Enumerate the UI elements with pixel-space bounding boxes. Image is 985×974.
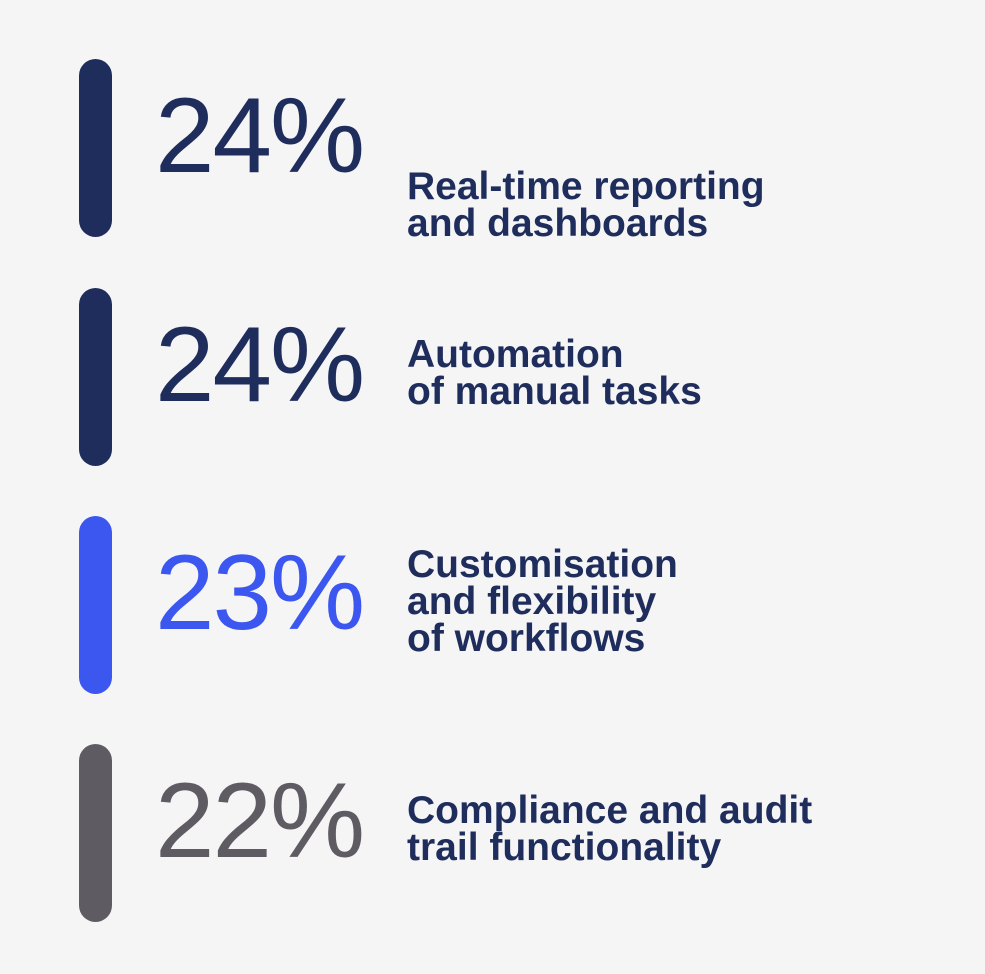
- stat-label-line: Compliance and audit: [407, 789, 813, 832]
- stat-item: 24% Automation of manual tasks: [0, 288, 985, 466]
- stat-label-line: of workflows: [407, 617, 646, 660]
- stat-label: Automation of manual tasks: [407, 333, 702, 413]
- stat-label-line: of manual tasks: [407, 370, 702, 413]
- stat-value: 24%: [155, 75, 365, 195]
- stat-label: Real-time reporting and dashboards: [407, 165, 765, 245]
- stat-item: 22% Compliance and audit trail functiona…: [0, 744, 985, 922]
- stat-label-line: and flexibility: [407, 580, 657, 623]
- stat-bar: [79, 516, 112, 694]
- stat-bar: [79, 59, 112, 237]
- stat-value: 22%: [155, 760, 365, 880]
- stat-label: Customisation and flexibility of workflo…: [407, 543, 678, 660]
- stat-item: 23% Customisation and flexibility of wor…: [0, 516, 985, 694]
- stat-bar: [79, 744, 112, 922]
- stat-label-line: and dashboards: [407, 202, 709, 245]
- stat-value: 23%: [155, 532, 365, 652]
- stat-value: 24%: [155, 304, 365, 424]
- stat-label-line: Customisation: [407, 543, 678, 586]
- stat-label-line: Real-time reporting: [407, 165, 765, 208]
- stat-label-line: Automation: [407, 333, 624, 376]
- stat-bar: [79, 288, 112, 466]
- stat-label-line: trail functionality: [407, 826, 722, 869]
- stat-item: 24% Real-time reporting and dashboards: [0, 59, 985, 243]
- stat-label: Compliance and audit trail functionality: [407, 789, 813, 869]
